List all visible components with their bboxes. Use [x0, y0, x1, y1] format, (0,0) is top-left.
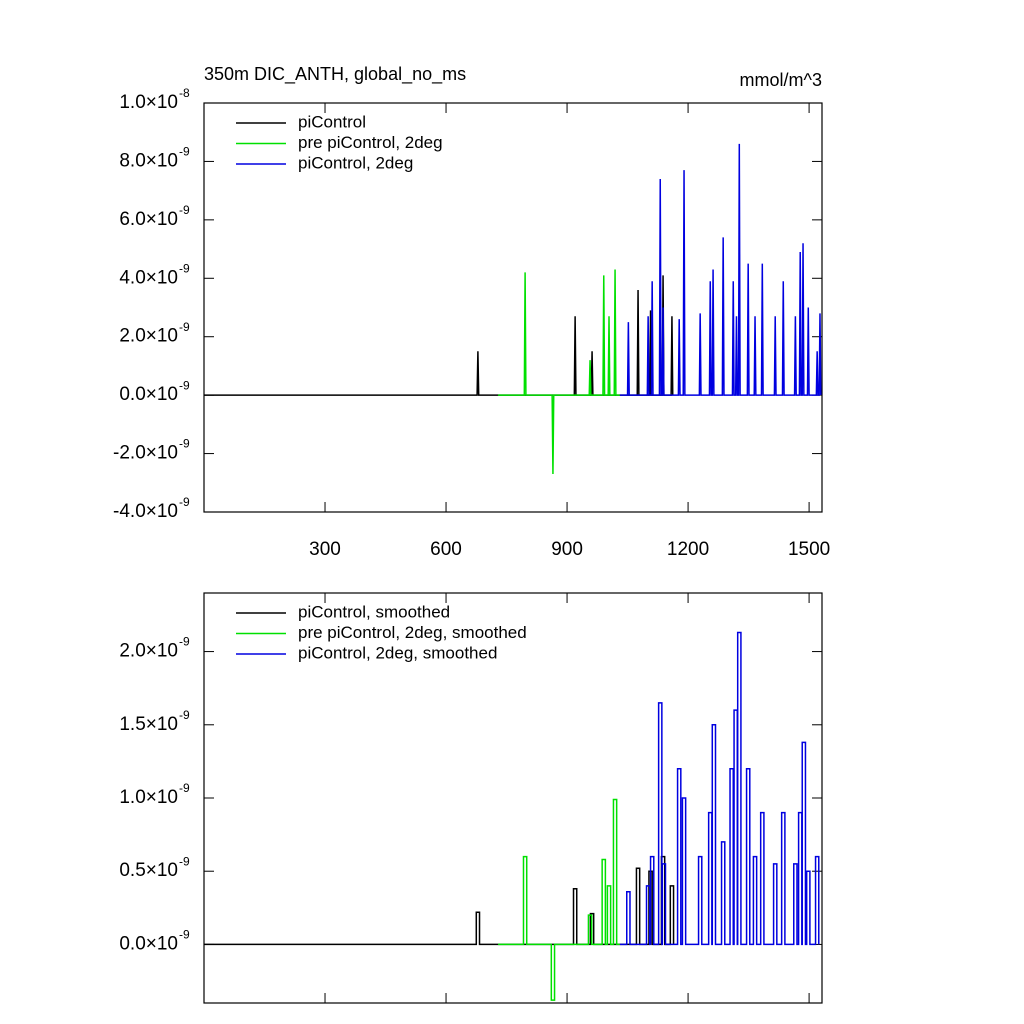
legend-label: pre piControl, 2deg [298, 133, 443, 152]
y-tick-label: -2.0×10 [113, 443, 178, 464]
x-tick-label: 600 [430, 539, 462, 560]
y-tick-exponent: -9 [179, 378, 190, 392]
x-tick-label: 900 [551, 539, 583, 560]
y-tick-label: 1.0×10 [119, 92, 178, 113]
y-tick-label: 0.5×10 [119, 860, 178, 881]
y-tick-label: 2.0×10 [119, 326, 178, 347]
y-tick-label: 1.5×10 [119, 714, 178, 735]
y-tick-label: 0.0×10 [119, 933, 178, 954]
y-tick-exponent: -9 [179, 928, 190, 942]
y-tick-exponent: -9 [179, 635, 190, 649]
legend-label: piControl, smoothed [298, 602, 450, 621]
series-line [498, 798, 620, 1001]
y-tick-label: 8.0×10 [119, 150, 178, 171]
y-tick-exponent: -9 [179, 203, 190, 217]
series-line [619, 143, 822, 396]
x-tick-label: 1500 [788, 539, 830, 560]
plot-frame [203, 102, 823, 513]
y-tick-exponent: -9 [179, 708, 190, 722]
chart-title: 350m DIC_ANTH, global_no_ms [204, 64, 466, 85]
legend-label: pre piControl, 2deg, smoothed [298, 623, 527, 642]
y-tick-exponent: -9 [179, 854, 190, 868]
y-tick-exponent: -9 [179, 781, 190, 795]
y-tick-exponent: -9 [179, 145, 190, 159]
y-tick-label: -4.0×10 [113, 501, 178, 522]
y-tick-exponent: -9 [179, 495, 190, 509]
y-tick-label: 6.0×10 [119, 209, 178, 230]
y-tick-label: 2.0×10 [119, 641, 178, 662]
series-line [204, 855, 675, 946]
y-tick-exponent: -9 [179, 261, 190, 275]
units-label: mmol/m^3 [740, 70, 822, 90]
y-tick-label: 1.0×10 [119, 787, 178, 808]
x-tick-label: 300 [309, 539, 341, 560]
series-line [619, 631, 820, 946]
series-line [498, 269, 620, 475]
y-tick-exponent: -9 [179, 320, 190, 334]
y-tick-label: 4.0×10 [119, 267, 178, 288]
y-tick-exponent: -9 [179, 437, 190, 451]
legend-label: piControl, 2deg [298, 153, 413, 172]
y-tick-label: 0.0×10 [119, 384, 178, 405]
legend-label: piControl, 2deg, smoothed [298, 643, 497, 662]
x-tick-label: 1200 [667, 539, 709, 560]
legend-label: piControl [298, 112, 366, 131]
y-tick-exponent: -8 [179, 86, 190, 100]
